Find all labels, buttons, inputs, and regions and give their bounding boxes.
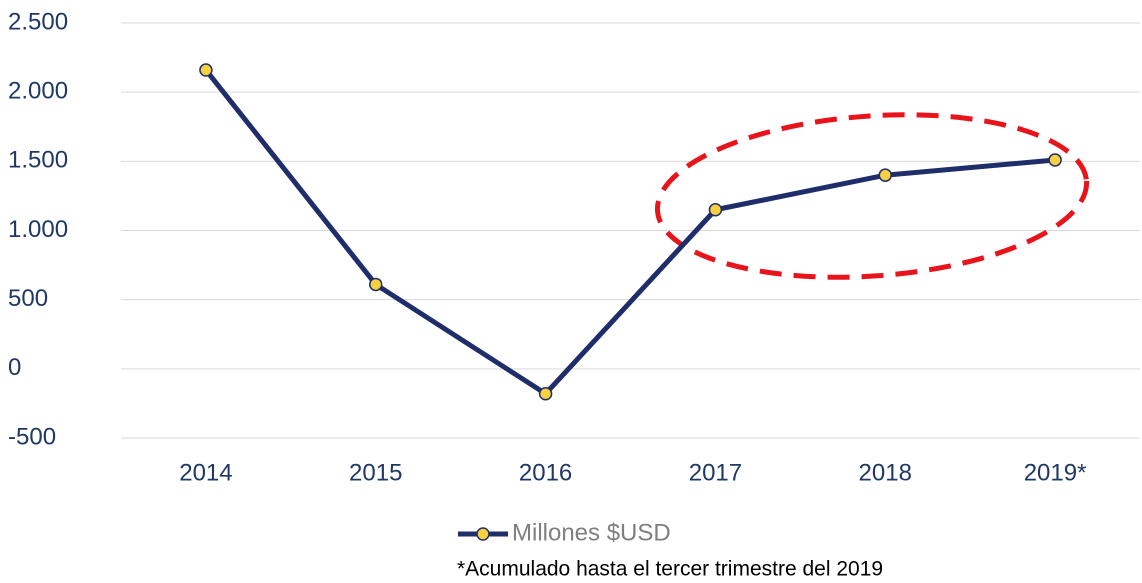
y-tick-label: 2.000 [8, 78, 68, 105]
x-tick-label: 2019* [1024, 459, 1087, 486]
highlight-ellipse [654, 112, 1090, 280]
marker [369, 277, 383, 292]
marker [878, 168, 892, 182]
y-tick-label: -500 [8, 423, 56, 450]
x-tick-label: 2016 [519, 459, 572, 486]
x-tick-label: 2014 [179, 459, 232, 486]
y-tick-label: 1.000 [8, 216, 68, 243]
x-tick-label: 2018 [859, 459, 912, 486]
legend-label: Millones $USD [512, 519, 671, 546]
x-tick-label: 2017 [689, 459, 742, 486]
y-tick-label: 500 [8, 285, 48, 312]
marker [708, 203, 723, 217]
marker [538, 386, 553, 401]
marker [199, 63, 213, 77]
footnote: *Acumulado hasta el tercer trimestre del… [457, 558, 883, 581]
legend-marker [476, 527, 490, 541]
y-tick-label: 1.500 [8, 147, 68, 174]
y-tick-label: 2.500 [8, 8, 68, 35]
x-tick-label: 2015 [349, 459, 402, 486]
line [203, 68, 1056, 397]
y-tick-label: 0 [8, 354, 21, 381]
marker [1048, 153, 1062, 167]
